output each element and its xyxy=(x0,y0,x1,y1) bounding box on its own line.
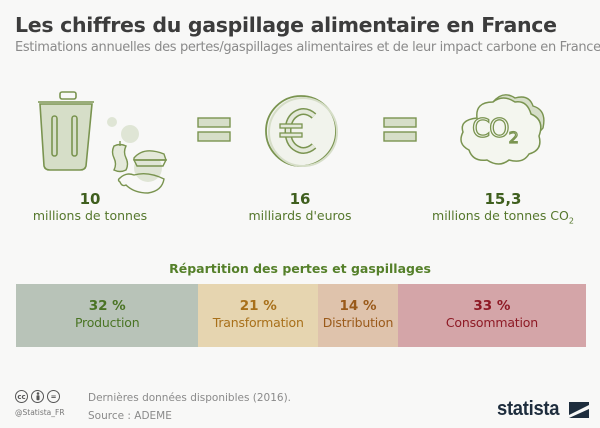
co2-cloud-icon: CO2 xyxy=(455,88,555,168)
statista-logo-icon xyxy=(568,401,589,418)
stat-unit: millions de tonnes xyxy=(32,208,148,223)
trash-can-with-food-waste-icon xyxy=(38,91,168,194)
stat-co2-tonnes: 15,3 millions de tonnes CO2 xyxy=(413,190,593,230)
co2-label: CO2 xyxy=(471,113,519,147)
stat-value: 16 xyxy=(289,190,311,208)
brand-name: statista xyxy=(497,398,560,420)
stat-value: 10 xyxy=(79,190,101,208)
breakdown-title: Répartition des pertes et gaspillages xyxy=(169,261,431,276)
cc-icon[interactable]: cc xyxy=(15,390,28,403)
page-subtitle: Estimations annuelles des pertes/gaspill… xyxy=(15,40,600,55)
footer-notes: Dernières données disponibles (2016). So… xyxy=(88,389,291,425)
statista-logo[interactable]: statista xyxy=(497,398,589,421)
segment-percent: 21 % xyxy=(239,298,277,314)
segment-percent: 14 % xyxy=(339,298,377,314)
segment-label: Consommation xyxy=(445,315,538,330)
attribution-icon[interactable] xyxy=(31,390,44,403)
stat-cost-euros: 16 milliards d'euros xyxy=(210,190,390,224)
page-title: Les chiffres du gaspillage alimentaire e… xyxy=(15,13,557,37)
breakdown-bar: 32 % Production 21 % Transformation 14 %… xyxy=(16,284,586,347)
twitter-handle[interactable]: @Statista_FR xyxy=(15,408,65,417)
license-icons: cc = xyxy=(15,390,60,403)
segment-label: Production xyxy=(74,315,140,330)
no-derivatives-icon[interactable]: = xyxy=(47,390,60,403)
segment-percent: 33 % xyxy=(473,298,511,314)
stat-unit: millions de tonnes CO2 xyxy=(432,208,574,226)
equals-icon xyxy=(383,117,417,142)
segment-percent: 32 % xyxy=(88,298,126,314)
equals-icon xyxy=(197,117,231,142)
segment-consommation: 33 % Consommation xyxy=(397,284,586,347)
segment-production: 32 % Production xyxy=(16,284,199,347)
euro-coin-icon xyxy=(265,95,338,167)
segment-transformation: 21 % Transformation xyxy=(198,284,319,347)
stat-unit: milliards d'euros xyxy=(248,208,352,223)
stat-value: 15,3 xyxy=(484,190,522,208)
stat-food-waste-tonnes: 10 millions de tonnes xyxy=(0,190,180,224)
segment-label: Distribution xyxy=(322,315,394,330)
segment-distribution: 14 % Distribution xyxy=(318,284,398,347)
data-note: Dernières données disponibles (2016). xyxy=(88,392,292,404)
segment-label: Transformation xyxy=(212,315,304,330)
source-note: Source : ADEME xyxy=(88,410,172,422)
